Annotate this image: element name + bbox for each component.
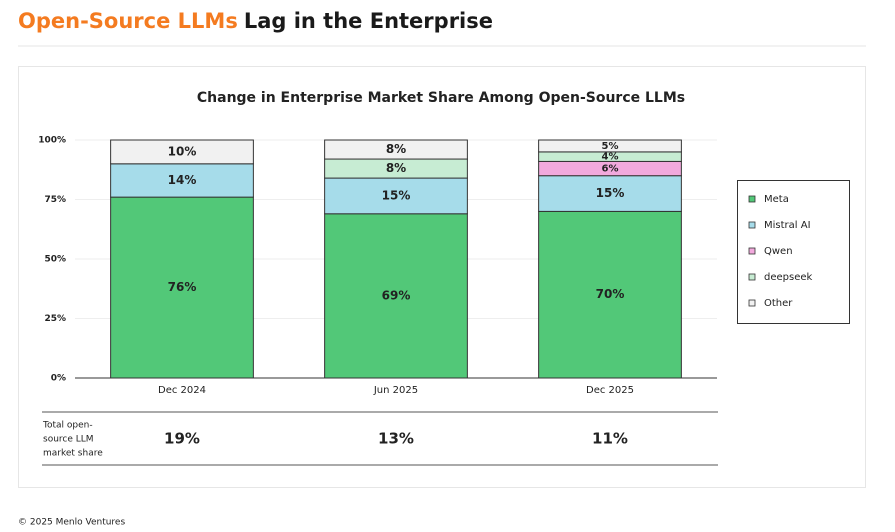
legend-swatch — [748, 273, 756, 281]
legend-label: Qwen — [764, 246, 793, 257]
x-tick-label: Jun 2025 — [373, 385, 418, 396]
footer: © 2025 Menlo Ventures — [18, 518, 125, 528]
legend — [737, 180, 850, 324]
data-label: 14% — [168, 173, 197, 187]
data-label: 6% — [602, 164, 619, 175]
bar-segment — [538, 139, 682, 153]
legend-swatch — [748, 195, 756, 203]
chart-title: Change in Enterprise Market Share Among … — [197, 90, 685, 106]
data-label: 15% — [596, 186, 625, 200]
legend-label: Other — [764, 298, 793, 309]
legend-swatch — [748, 299, 756, 307]
bar-segment — [538, 210, 682, 379]
data-label: 5% — [602, 141, 619, 152]
title-rest: Lag in the Enterprise — [244, 9, 493, 33]
legend-label: Meta — [764, 194, 789, 205]
bar-segment — [324, 213, 468, 379]
data-label: 8% — [386, 142, 406, 156]
title-highlight: Open-Source LLMs — [18, 9, 238, 33]
total-value: 13% — [378, 430, 414, 448]
legend-label: Mistral AI — [764, 220, 811, 231]
page-title: Open-Source LLMs Lag in the Enterprise — [18, 9, 493, 33]
bar-segment — [324, 139, 468, 160]
data-label: 70% — [596, 287, 625, 301]
x-tick-label: Dec 2024 — [158, 385, 206, 396]
data-label: 4% — [602, 152, 619, 163]
total-value: 11% — [592, 430, 628, 448]
data-label: 69% — [382, 288, 411, 302]
data-label: 76% — [168, 280, 197, 294]
data-label: 10% — [168, 144, 197, 158]
y-tick-label: 75% — [44, 195, 66, 205]
bar-segment — [110, 139, 254, 165]
legend-label: deepseek — [764, 272, 813, 283]
data-label: 8% — [386, 161, 406, 175]
bar-segment — [110, 196, 254, 379]
y-tick-label: 50% — [44, 255, 66, 265]
total-value: 19% — [164, 430, 200, 448]
x-tick-label: Dec 2025 — [586, 385, 634, 396]
bar-segment — [324, 177, 468, 215]
bar-segment — [538, 175, 682, 212]
data-label: 15% — [382, 188, 411, 202]
table-label: market share — [43, 449, 103, 459]
table-label: Total open- — [42, 421, 93, 431]
y-tick-label: 0% — [51, 374, 66, 384]
table-label: source LLM — [43, 435, 94, 445]
bar-segment — [110, 163, 254, 198]
y-tick-label: 25% — [44, 314, 66, 324]
legend-swatch — [748, 221, 756, 229]
y-tick-label: 100% — [38, 136, 66, 146]
legend-swatch — [748, 247, 756, 255]
